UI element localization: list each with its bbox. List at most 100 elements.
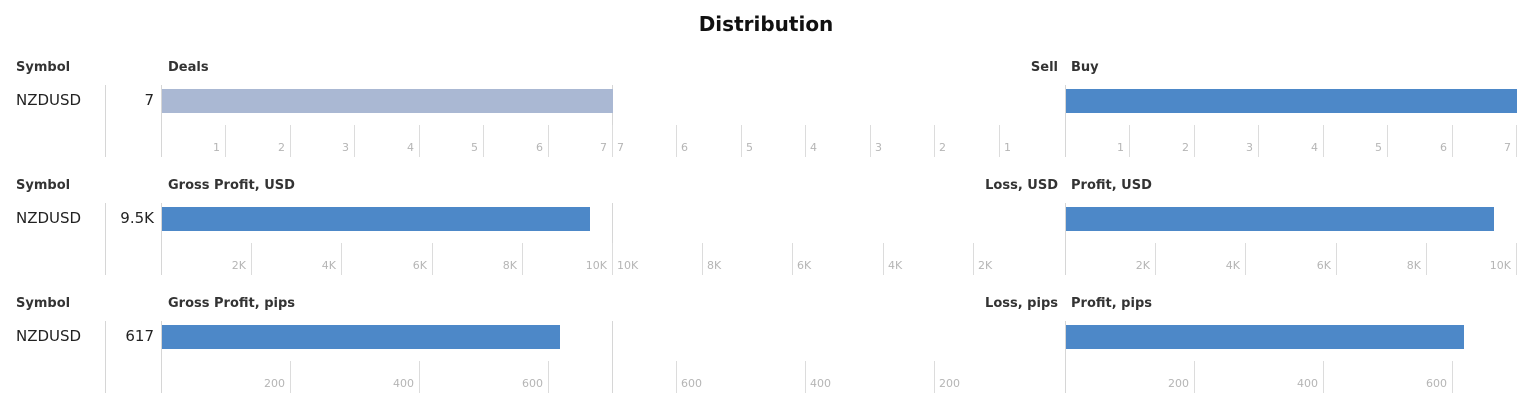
right-bar bbox=[1066, 207, 1494, 231]
left-axis-line bbox=[161, 321, 162, 393]
right-tick-label: 3 bbox=[1246, 141, 1253, 154]
mid-tick bbox=[676, 361, 677, 393]
right-tick-label: 400 bbox=[1297, 377, 1318, 390]
right-tick-label: 6 bbox=[1440, 141, 1447, 154]
left-tick-label: 600 bbox=[522, 377, 543, 390]
symbol-label: NZDUSD bbox=[16, 209, 82, 227]
right-tick-label: 2 bbox=[1182, 141, 1189, 154]
mid-tick-label: 5 bbox=[746, 141, 753, 154]
mid-tick bbox=[883, 243, 884, 275]
mid-tick bbox=[973, 243, 974, 275]
left-tick-label: 200 bbox=[264, 377, 285, 390]
left-bar bbox=[162, 89, 613, 113]
mid-tick-label: 8K bbox=[707, 259, 722, 272]
right-tick bbox=[1245, 243, 1246, 275]
left-tick bbox=[225, 125, 226, 157]
left-tick bbox=[341, 243, 342, 275]
left-tick bbox=[483, 125, 484, 157]
mid-panel-header: Loss, pips bbox=[985, 296, 1058, 311]
right-bar bbox=[1066, 325, 1464, 349]
left-panel-header: Gross Profit, pips bbox=[168, 296, 296, 311]
left-tick-label: 7 bbox=[600, 141, 607, 154]
symbol-header: Symbol bbox=[16, 178, 71, 193]
right-axis-line bbox=[1065, 321, 1066, 393]
mid-tick-label: 600 bbox=[681, 377, 702, 390]
mid-tick-label: 1 bbox=[1004, 141, 1011, 154]
value-label: 9.5K bbox=[120, 209, 154, 227]
right-tick bbox=[1516, 243, 1517, 275]
symbol-separator bbox=[105, 85, 106, 157]
right-tick-label: 200 bbox=[1168, 377, 1189, 390]
left-tick bbox=[432, 243, 433, 275]
right-tick-label: 4 bbox=[1311, 141, 1318, 154]
right-tick-label: 7 bbox=[1504, 141, 1511, 154]
mid-tick bbox=[702, 243, 703, 275]
left-tick-label: 6K bbox=[412, 259, 427, 272]
right-tick bbox=[1129, 125, 1130, 157]
left-tick bbox=[522, 243, 523, 275]
mid-tick bbox=[676, 125, 677, 157]
mid-tick bbox=[805, 125, 806, 157]
mid-panel-header: Loss, USD bbox=[985, 178, 1058, 193]
right-tick-label: 2K bbox=[1135, 259, 1150, 272]
right-tick-label: 1 bbox=[1117, 141, 1124, 154]
right-tick-label: 10K bbox=[1489, 259, 1511, 272]
left-tick-label: 3 bbox=[342, 141, 349, 154]
mid-tick-label: 10K bbox=[617, 259, 639, 272]
left-tick bbox=[354, 125, 355, 157]
mid-axis-line bbox=[612, 85, 613, 157]
mid-tick bbox=[934, 125, 935, 157]
left-axis-line bbox=[161, 203, 162, 275]
mid-tick-label: 6K bbox=[797, 259, 812, 272]
mid-tick-label: 2K bbox=[978, 259, 993, 272]
mid-tick bbox=[792, 243, 793, 275]
right-tick bbox=[1336, 243, 1337, 275]
right-bar bbox=[1066, 89, 1517, 113]
left-tick-label: 4K bbox=[321, 259, 336, 272]
left-tick-label: 2K bbox=[231, 259, 246, 272]
right-axis-line bbox=[1065, 203, 1066, 275]
right-tick bbox=[1426, 243, 1427, 275]
left-axis-line bbox=[161, 85, 162, 157]
mid-tick-label: 7 bbox=[617, 141, 624, 154]
mid-tick bbox=[612, 125, 613, 157]
right-tick bbox=[1194, 125, 1195, 157]
left-panel-header: Deals bbox=[168, 60, 209, 75]
right-tick-label: 6K bbox=[1316, 259, 1331, 272]
mid-tick bbox=[870, 125, 871, 157]
right-panel-header: Buy bbox=[1071, 60, 1099, 75]
right-panel-header: Profit, USD bbox=[1071, 178, 1152, 193]
left-tick bbox=[290, 361, 291, 393]
mid-tick-label: 2 bbox=[939, 141, 946, 154]
mid-tick bbox=[741, 125, 742, 157]
left-tick bbox=[251, 243, 252, 275]
mid-tick bbox=[999, 125, 1000, 157]
left-tick-label: 8K bbox=[502, 259, 517, 272]
mid-tick bbox=[934, 361, 935, 393]
left-tick bbox=[548, 361, 549, 393]
left-tick bbox=[290, 125, 291, 157]
mid-tick-label: 4 bbox=[810, 141, 817, 154]
left-panel-header: Gross Profit, USD bbox=[168, 178, 295, 193]
value-label: 7 bbox=[144, 91, 154, 109]
left-tick-label: 4 bbox=[407, 141, 414, 154]
left-tick bbox=[548, 125, 549, 157]
left-tick-label: 10K bbox=[585, 259, 607, 272]
mid-axis-line bbox=[612, 203, 613, 275]
mid-tick bbox=[612, 243, 613, 275]
right-tick-label: 8K bbox=[1406, 259, 1421, 272]
mid-tick-label: 200 bbox=[939, 377, 960, 390]
left-tick-label: 1 bbox=[213, 141, 220, 154]
symbol-header: Symbol bbox=[16, 296, 71, 311]
right-tick bbox=[1194, 361, 1195, 393]
left-tick bbox=[419, 125, 420, 157]
left-tick-label: 400 bbox=[393, 377, 414, 390]
chart-title: Distribution bbox=[698, 12, 834, 36]
mid-axis-line bbox=[612, 321, 613, 393]
mid-tick-label: 4K bbox=[888, 259, 903, 272]
right-tick-label: 4K bbox=[1225, 259, 1240, 272]
left-tick bbox=[419, 361, 420, 393]
right-tick bbox=[1323, 361, 1324, 393]
mid-tick bbox=[805, 361, 806, 393]
left-tick-label: 2 bbox=[278, 141, 285, 154]
